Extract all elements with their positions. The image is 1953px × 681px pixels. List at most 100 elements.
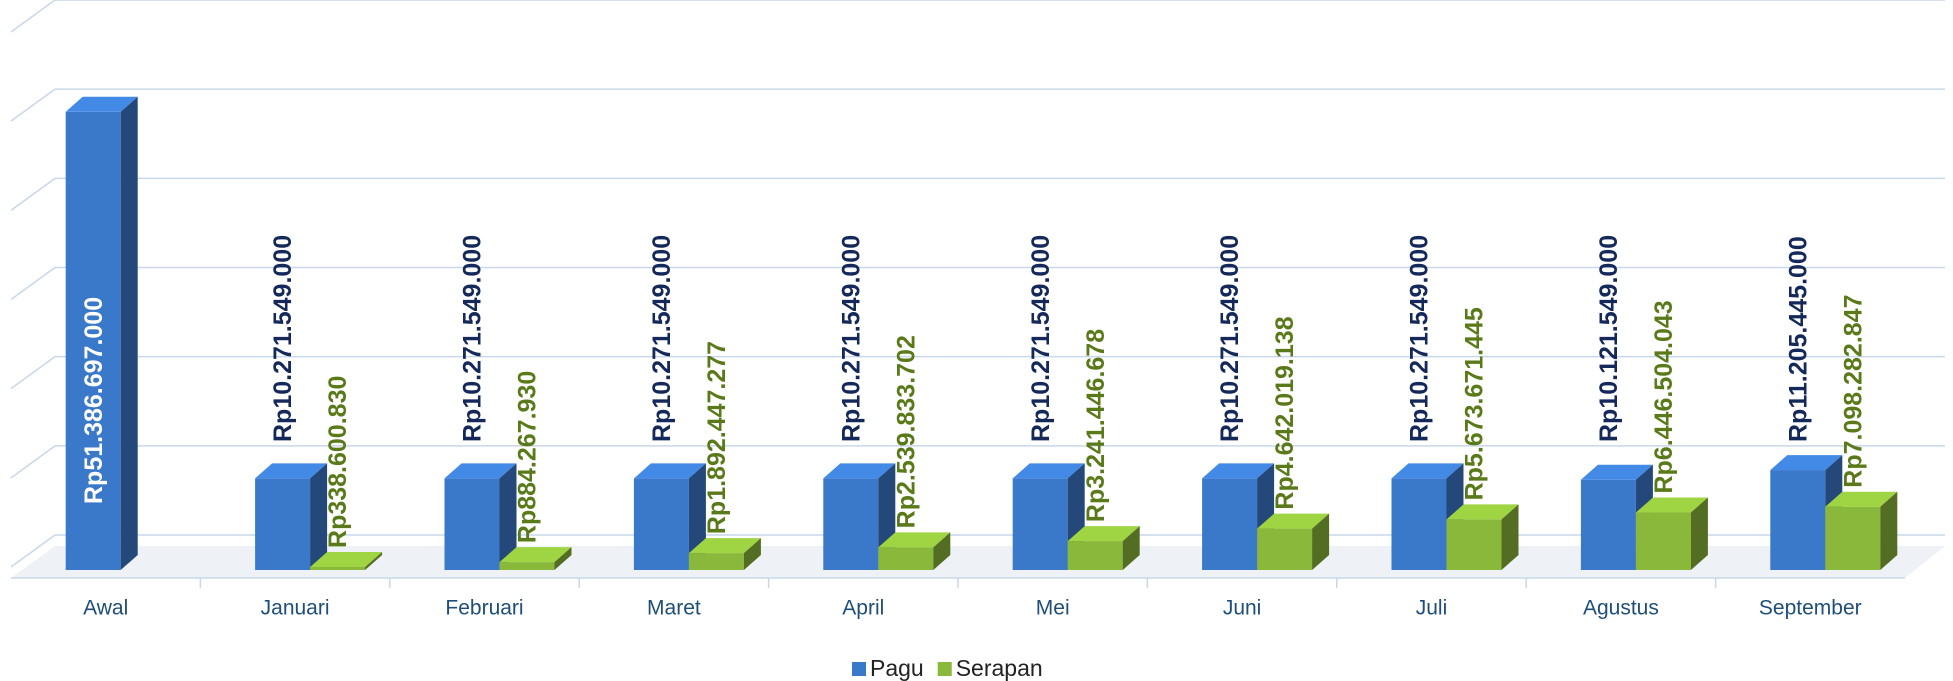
bar-side <box>1501 504 1519 570</box>
data-label: Rp338.600.830 <box>324 376 352 548</box>
data-label: Rp10.271.549.000 <box>1027 235 1055 442</box>
bar-top <box>1580 464 1653 480</box>
bar-top <box>1770 455 1843 471</box>
bar-top <box>878 532 951 548</box>
bar-side <box>365 551 383 570</box>
bar-side <box>1312 513 1330 570</box>
bar-front <box>1012 478 1068 570</box>
data-label: Rp10.271.549.000 <box>1406 235 1434 442</box>
data-label: Rp884.267.930 <box>514 371 542 543</box>
data-label: Rp2.539.833.702 <box>892 335 920 528</box>
bar-front <box>65 111 121 571</box>
bar-side <box>1880 491 1898 570</box>
bar-front <box>1202 478 1258 570</box>
data-label: Rp10.271.549.000 <box>648 235 676 442</box>
bar <box>310 551 383 570</box>
legend: Pagu Serapan <box>852 655 1043 681</box>
legend-label: Pagu <box>870 655 924 681</box>
bar-front <box>255 478 311 570</box>
bar-top <box>1635 497 1708 513</box>
bar-front <box>310 566 366 570</box>
bar-top <box>1391 463 1464 479</box>
data-label: Rp10.271.549.000 <box>459 235 487 442</box>
x-tick-label: September <box>1759 597 1862 620</box>
legend-swatch <box>852 662 866 676</box>
bar-front <box>1635 512 1691 570</box>
legend-label: Serapan <box>956 655 1043 681</box>
bar <box>1635 497 1708 570</box>
bar-side <box>310 463 328 570</box>
bar-top <box>255 463 328 479</box>
x-tick-label: Januari <box>261 597 330 620</box>
x-tick-label: Mei <box>1036 597 1070 620</box>
bar-front <box>1770 470 1826 570</box>
bar <box>633 463 706 570</box>
bar-side <box>554 547 572 570</box>
x-tick-label: Maret <box>647 597 701 620</box>
x-tick-label: Awal <box>83 597 128 620</box>
bar-front <box>1391 478 1447 570</box>
data-label: Rp10.121.549.000 <box>1595 235 1623 442</box>
x-tick-label: Agustus <box>1583 597 1659 620</box>
data-label: Rp7.098.282.847 <box>1839 295 1867 488</box>
grid-line <box>10 177 1945 211</box>
bar <box>65 96 138 571</box>
bar-top <box>1012 463 1085 479</box>
bar-top <box>1202 463 1275 479</box>
bar-front <box>444 478 500 570</box>
bar-top <box>499 547 572 563</box>
grid-line <box>10 88 1945 122</box>
bar <box>1825 491 1898 570</box>
bar-side <box>120 96 138 571</box>
bar-front <box>499 562 555 570</box>
bar-top <box>65 96 138 112</box>
bar-side <box>1122 526 1140 570</box>
legend-swatch <box>937 662 952 676</box>
bar <box>1257 513 1330 570</box>
data-label: Rp3.241.446.678 <box>1082 329 1110 522</box>
bar-top <box>1257 513 1330 529</box>
bar-top <box>823 463 896 479</box>
data-label: Rp5.673.671.445 <box>1461 307 1489 500</box>
bar <box>1202 463 1275 570</box>
bar-top <box>633 463 706 479</box>
bar-front <box>633 478 689 570</box>
bar <box>499 547 572 570</box>
bar-front <box>688 553 744 570</box>
grid-line <box>10 445 1945 479</box>
bar-side <box>743 538 761 570</box>
bar-top <box>1825 491 1898 507</box>
x-tick-label: April <box>842 597 884 620</box>
grid-line <box>10 266 1945 301</box>
bar <box>255 463 328 570</box>
data-label: Rp51.386.697.000 <box>80 297 108 504</box>
bar-top <box>1067 526 1140 542</box>
bar-side <box>499 463 517 570</box>
bar-front <box>823 478 879 570</box>
bar <box>1446 504 1519 570</box>
bar <box>1067 526 1140 570</box>
x-tick-label: Februari <box>445 597 523 620</box>
data-label: Rp10.271.549.000 <box>269 235 297 442</box>
bar-front <box>1257 528 1313 570</box>
bar-side <box>933 532 951 570</box>
bar-front <box>878 547 934 570</box>
data-label: Rp4.642.019.138 <box>1271 316 1299 509</box>
bar <box>688 538 761 570</box>
bar-top <box>1446 504 1519 520</box>
bar-top <box>444 463 517 479</box>
bar <box>878 532 951 570</box>
x-tick-label: Juli <box>1416 597 1448 620</box>
bar-side <box>1690 497 1708 570</box>
bar-top <box>688 538 761 554</box>
grid-line <box>10 0 1945 33</box>
data-label: Rp10.271.549.000 <box>1216 235 1244 442</box>
bar-front <box>1825 506 1881 570</box>
data-label: Rp6.446.504.043 <box>1650 300 1678 493</box>
data-label: Rp10.271.549.000 <box>837 235 865 442</box>
data-label: Rp1.892.447.277 <box>703 341 731 534</box>
grid-line <box>10 355 1945 390</box>
bar-front <box>1580 479 1636 570</box>
x-tick-label: Juni <box>1223 597 1262 620</box>
